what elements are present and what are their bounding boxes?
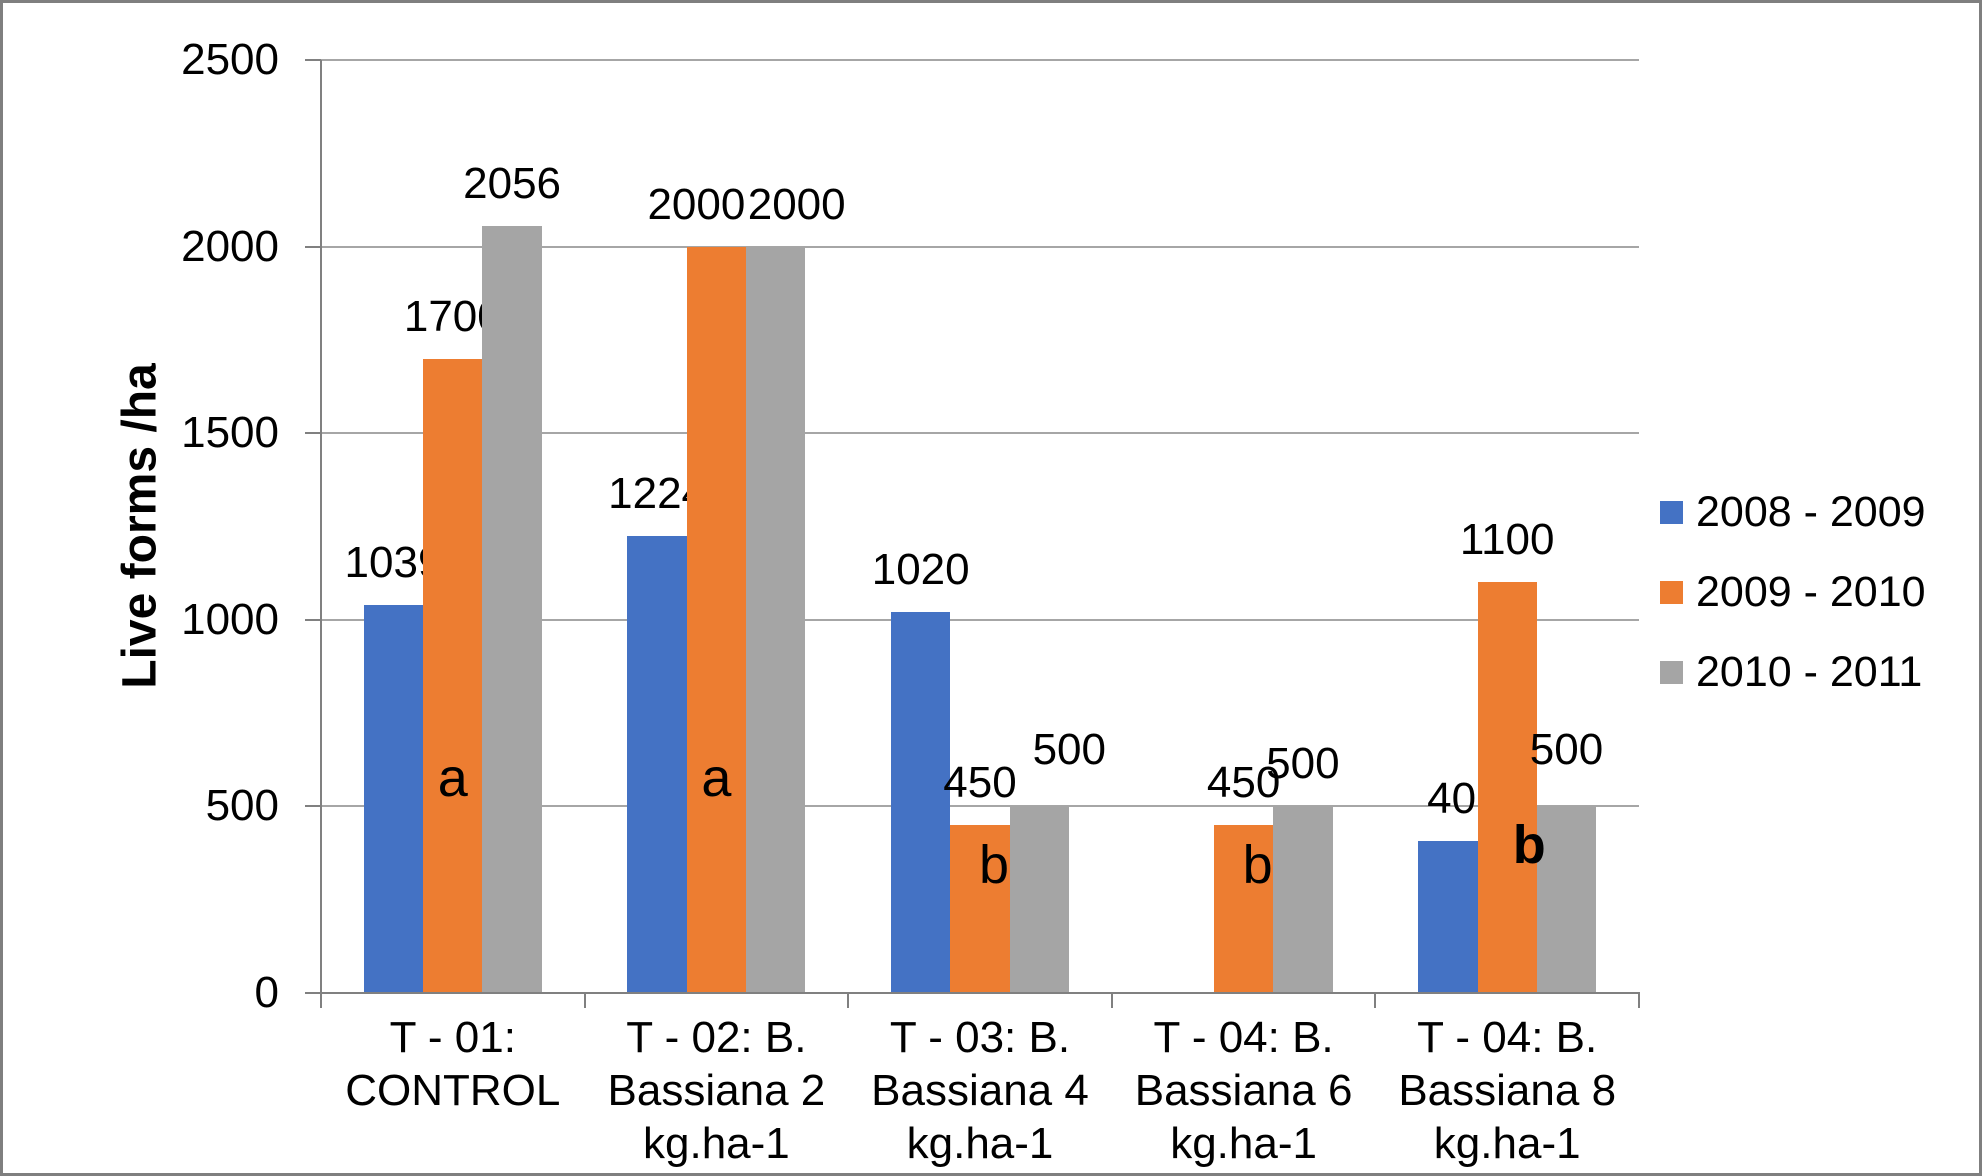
bar-s0-g4 bbox=[1418, 840, 1478, 993]
bar-s1-g2 bbox=[950, 825, 1010, 993]
legend-label: 2010 - 2011 bbox=[1696, 648, 1923, 696]
legend-label: 2009 - 2010 bbox=[1696, 568, 1926, 616]
x-category-label-2: T - 03: B. Bassiana 4 kg.ha-1 bbox=[871, 1011, 1089, 1170]
data-label-s2-g0: 2056 bbox=[463, 158, 562, 208]
x-category-label-2-line-2: kg.ha-1 bbox=[906, 1119, 1054, 1168]
bar-s1-g0 bbox=[423, 358, 483, 993]
legend: 2008 - 2009 2009 - 2010 2010 - 2011 bbox=[1660, 486, 1926, 699]
y-axis-tick-1000 bbox=[305, 618, 321, 621]
legend-swatch-icon bbox=[1660, 661, 1683, 684]
bar-s0-g0 bbox=[363, 605, 424, 993]
significance-letter-a-g0: a bbox=[437, 748, 468, 809]
significance-letter-b-g4: b bbox=[1512, 814, 1546, 875]
x-category-label-1-line-1: Bassiana 2 bbox=[607, 1066, 826, 1115]
data-label-s2-g3: 500 bbox=[1266, 739, 1340, 789]
y-axis-tick-label-1500: 1500 bbox=[181, 408, 279, 458]
x-axis-tick-5 bbox=[1638, 993, 1640, 1008]
x-axis-line bbox=[320, 992, 1640, 994]
y-axis-tick-500 bbox=[305, 805, 321, 808]
x-category-label-4-line-2: kg.ha-1 bbox=[1433, 1119, 1581, 1168]
data-label-s1-g1: 2000 bbox=[647, 179, 746, 229]
significance-letter-b-g2: b bbox=[978, 834, 1010, 895]
y-axis-tick-0 bbox=[305, 992, 321, 994]
bar-s2-g2 bbox=[1009, 806, 1069, 993]
y-axis-title: Live forms /ha bbox=[113, 363, 167, 689]
x-category-label-3-line-2: kg.ha-1 bbox=[1170, 1119, 1317, 1168]
x-category-label-3: T - 04: B. Bassiana 6 kg.ha-1 bbox=[1135, 1011, 1353, 1170]
legend-item-0: 2008 - 2009 bbox=[1660, 486, 1926, 539]
x-axis-tick-0 bbox=[320, 993, 322, 1008]
gridline-1500 bbox=[321, 432, 1639, 435]
data-label-s2-g1: 2000 bbox=[747, 179, 846, 229]
data-label-s2-g2: 500 bbox=[1032, 725, 1107, 775]
bar-s1-g3 bbox=[1213, 825, 1274, 993]
data-label-s1-g3: 450 bbox=[1206, 758, 1281, 808]
data-label-s0-g2: 1020 bbox=[871, 545, 970, 595]
y-axis-tick-2000 bbox=[305, 245, 321, 248]
legend-label: 2008 - 2009 bbox=[1696, 488, 1926, 536]
bar-s0-g2 bbox=[891, 612, 951, 993]
bar-s2-g3 bbox=[1273, 806, 1333, 993]
x-category-label-4: T - 04: B. Bassiana 8 kg.ha-1 bbox=[1398, 1011, 1616, 1170]
x-axis-tick-3 bbox=[1110, 993, 1113, 1008]
bar-s2-g4 bbox=[1536, 806, 1597, 993]
data-label-s2-g4: 500 bbox=[1529, 725, 1604, 775]
bar-s1-g1 bbox=[686, 246, 747, 993]
x-axis-tick-4 bbox=[1374, 993, 1377, 1008]
y-axis-tick-label-1000: 1000 bbox=[181, 594, 279, 644]
gridline-2500 bbox=[321, 59, 1639, 61]
significance-letter-b-g3: b bbox=[1242, 834, 1273, 895]
data-label-s1-g4: 1100 bbox=[1459, 515, 1555, 565]
y-axis-tick-label-500: 500 bbox=[205, 781, 279, 831]
x-category-label-1-line-2: kg.ha-1 bbox=[643, 1119, 790, 1168]
x-category-label-0-line-1: CONTROL bbox=[345, 1066, 561, 1115]
x-category-label-1: T - 02: B. Bassiana 2 kg.ha-1 bbox=[608, 1011, 826, 1170]
y-axis-tick-2500 bbox=[305, 59, 321, 61]
data-label-s1-g2: 450 bbox=[943, 758, 1017, 808]
bar-s2-g1 bbox=[746, 246, 806, 993]
x-axis-tick-2 bbox=[847, 993, 850, 1008]
y-axis-line bbox=[320, 60, 322, 995]
legend-item-1: 2009 - 2010 bbox=[1660, 566, 1926, 619]
x-category-label-2-line-1: Bassiana 4 bbox=[871, 1066, 1089, 1115]
gridline-1000 bbox=[321, 618, 1639, 621]
x-category-label-0: T - 01: CONTROL bbox=[345, 1011, 560, 1117]
y-axis-tick-label-0: 0 bbox=[254, 968, 279, 1017]
x-category-label-4-line-0: T - 04: B. bbox=[1417, 1013, 1598, 1062]
x-category-label-1-line-0: T - 02: B. bbox=[626, 1013, 807, 1062]
x-category-label-0-line-0: T - 01: bbox=[389, 1013, 516, 1062]
bar-s0-g1 bbox=[627, 536, 687, 993]
x-category-label-4-line-1: Bassiana 8 bbox=[1398, 1066, 1617, 1115]
significance-letter-a-g1: a bbox=[701, 748, 732, 809]
legend-swatch-icon bbox=[1660, 501, 1683, 524]
gridline-500 bbox=[321, 805, 1639, 808]
y-axis-tick-label-2000: 2000 bbox=[181, 221, 279, 271]
y-axis-tick-label-2500: 2500 bbox=[181, 35, 279, 84]
legend-item-2: 2010 - 2011 bbox=[1660, 646, 1926, 699]
bar-s1-g4 bbox=[1477, 582, 1537, 993]
x-axis-tick-1 bbox=[583, 993, 586, 1008]
gridline-2000 bbox=[321, 245, 1639, 248]
y-axis-tick-1500 bbox=[305, 432, 321, 435]
legend-swatch-icon bbox=[1660, 581, 1683, 604]
x-category-label-2-line-0: T - 03: B. bbox=[889, 1013, 1071, 1062]
x-category-label-3-line-0: T - 04: B. bbox=[1153, 1013, 1334, 1062]
x-category-label-3-line-1: Bassiana 6 bbox=[1134, 1066, 1353, 1115]
bar-s2-g0 bbox=[482, 225, 542, 993]
